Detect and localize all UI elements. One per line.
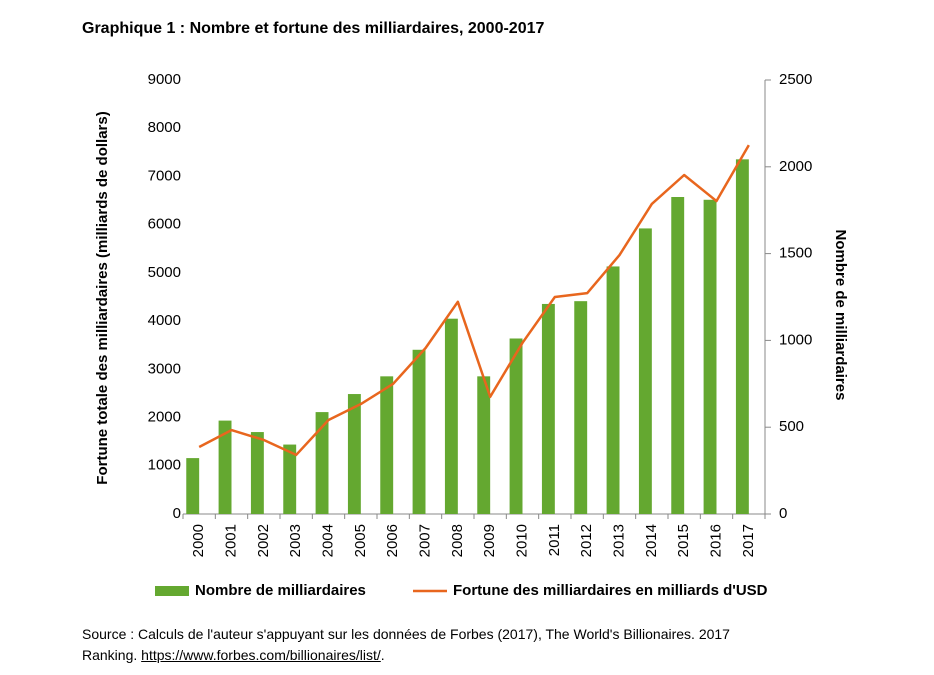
- bar: [477, 376, 491, 514]
- x-tick-label: 2011: [546, 524, 563, 556]
- source-text: Source : Calculs de l'auteur s'appuyant …: [82, 626, 730, 663]
- y2-tick-label: 1500: [779, 245, 812, 262]
- bar: [509, 338, 523, 514]
- y-tick-label: 4000: [148, 312, 181, 329]
- y2-tick-label: 0: [779, 505, 787, 522]
- bar: [347, 394, 361, 514]
- x-tick-label: 2009: [481, 524, 498, 557]
- bar: [606, 266, 620, 514]
- y-tick-label: 6000: [148, 216, 181, 233]
- bar: [444, 318, 458, 514]
- source-tail: .: [380, 647, 385, 663]
- y-tick-label: 1000: [148, 457, 181, 474]
- x-tick-label: 2004: [319, 524, 336, 557]
- y-tick-label: 3000: [148, 360, 181, 377]
- legend-swatch: [155, 586, 189, 596]
- legend-label: Nombre de milliardaires: [195, 582, 366, 599]
- source-note: Source : Calculs de l'auteur s'appuyant …: [82, 624, 782, 666]
- y2-tick-label: 1000: [779, 331, 812, 348]
- y-tick-label: 5000: [148, 264, 181, 281]
- x-tick-label: 2015: [675, 524, 692, 557]
- y-tick-label: 7000: [148, 167, 181, 184]
- x-tick-label: 2001: [222, 524, 239, 557]
- x-tick-label: 2008: [449, 524, 466, 557]
- bar: [574, 301, 588, 514]
- x-tick-label: 2006: [384, 524, 401, 557]
- source-link[interactable]: https://www.forbes.com/billionaires/list…: [141, 647, 381, 663]
- bar: [703, 199, 717, 514]
- x-tick-label: 2010: [513, 524, 530, 557]
- bar: [315, 412, 329, 514]
- chart: Graphique 1 : Nombre et fortune des mill…: [82, 20, 849, 599]
- y2-tick-label: 2000: [779, 158, 812, 175]
- y-axis-label: Fortune totale des milliardaires (millia…: [94, 111, 111, 484]
- bar: [250, 432, 264, 514]
- bar: [671, 197, 685, 514]
- y2-axis-label: Nombre de milliardaires: [832, 230, 849, 401]
- bar: [380, 376, 394, 514]
- bar: [541, 303, 555, 514]
- x-tick-label: 2005: [352, 524, 369, 557]
- line: [198, 144, 750, 457]
- x-tick-label: 2017: [740, 524, 757, 557]
- bar: [735, 159, 749, 514]
- bar: [412, 349, 426, 514]
- x-tick-label: 2016: [707, 524, 724, 557]
- x-tick-label: 2014: [643, 524, 660, 557]
- x-tick-label: 2013: [610, 524, 627, 557]
- x-tick-label: 2007: [416, 524, 433, 557]
- bar: [218, 420, 232, 514]
- x-tick-label: 2000: [190, 524, 207, 557]
- bar: [638, 228, 652, 515]
- y-tick-label: 9000: [148, 71, 181, 88]
- y-tick-label: 8000: [148, 119, 181, 136]
- y-tick-label: 0: [173, 505, 181, 522]
- bar: [283, 444, 297, 514]
- x-tick-label: 2012: [578, 524, 595, 557]
- y-tick-label: 2000: [148, 409, 181, 426]
- bar: [186, 458, 200, 514]
- y2-tick-label: 2500: [779, 71, 812, 88]
- y2-tick-label: 500: [779, 418, 804, 435]
- legend-label: Fortune des milliardaires en milliards d…: [453, 582, 768, 599]
- x-tick-label: 2003: [287, 524, 304, 557]
- x-tick-label: 2002: [255, 524, 272, 557]
- chart-title: Graphique 1 : Nombre et fortune des mill…: [82, 20, 544, 37]
